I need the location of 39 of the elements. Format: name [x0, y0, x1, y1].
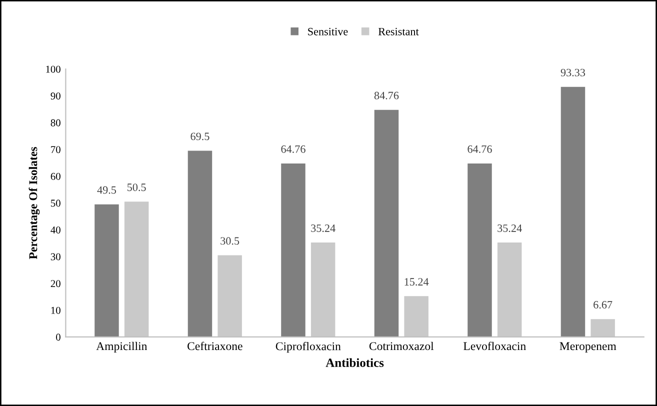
legend-label: Resistant: [378, 28, 419, 36]
data-label: 6.67: [594, 301, 612, 309]
bar: [188, 150, 212, 337]
x-tick-label: Meropenem: [560, 342, 616, 353]
y-tick-label: 50: [51, 200, 60, 207]
x-axis-title: Antibiotics: [326, 358, 384, 368]
data-label: 64.76: [468, 145, 492, 153]
data-label: 15.24: [404, 278, 429, 286]
data-label: 35.24: [311, 224, 336, 232]
x-tick-label: Ampicillin: [96, 342, 148, 353]
data-label: 69.5: [190, 132, 210, 140]
bar: [468, 163, 492, 337]
y-tick-label: 30: [50, 253, 60, 260]
bar: [281, 163, 306, 337]
x-tick-label: Levofloxacin: [464, 342, 526, 350]
data-label: 50.5: [127, 184, 146, 192]
data-label: 30.5: [220, 237, 240, 245]
y-tick-label: 100: [46, 66, 60, 73]
y-tick-label: 60: [50, 172, 60, 180]
x-tick-label: Cotrimoxazol: [369, 342, 434, 350]
y-axis-title: Percentage Of Isolates: [28, 147, 40, 260]
data-label: 35.24: [498, 224, 522, 232]
x-tick-label: Ciprofloxacin: [276, 342, 341, 353]
y-tick-label: 70: [51, 146, 60, 154]
data-label: 93.33: [560, 68, 586, 76]
y-tick-label: 10: [51, 306, 60, 314]
bar: [374, 110, 399, 337]
y-tick-label: 0: [56, 334, 60, 341]
bar: [94, 204, 119, 337]
bar: [560, 86, 586, 337]
y-tick-label: 40: [50, 226, 60, 234]
y-tick-label: 90: [50, 92, 60, 100]
y-tick-label: 80: [50, 119, 60, 126]
x-tick-label: Ceftriaxone: [188, 342, 242, 350]
legend-label: Sensitive: [308, 28, 348, 36]
data-label: 84.76: [374, 92, 399, 100]
data-label: 64.76: [281, 145, 306, 153]
data-label: 49.5: [97, 186, 116, 194]
y-tick-label: 20: [50, 280, 60, 288]
